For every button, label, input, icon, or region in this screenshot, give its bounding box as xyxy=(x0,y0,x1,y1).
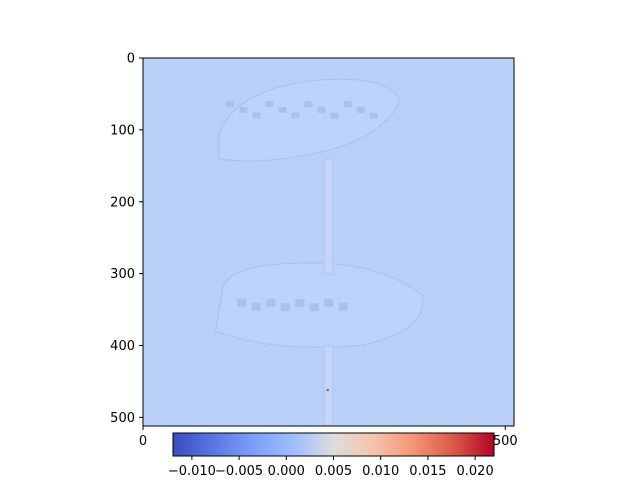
colorbar-tick-label: −0.005 xyxy=(215,464,263,479)
colorbar-ticks: −0.010 −0.005 0.000 0.005 0.010 0.015 0.020 xyxy=(168,456,494,479)
colorbar-tick-label: 0.000 xyxy=(268,464,305,479)
colorbar: −0.010 −0.005 0.000 0.005 0.010 0.015 0.020 xyxy=(168,432,495,479)
y-tick-label: 500 xyxy=(110,411,135,426)
heatmap-texture xyxy=(214,78,424,427)
y-tick-label: 200 xyxy=(110,195,135,210)
texture-mark xyxy=(251,303,261,312)
texture-mark xyxy=(330,112,339,119)
texture-mark xyxy=(239,106,248,113)
texture-mark xyxy=(237,298,247,307)
texture-mark xyxy=(324,298,334,307)
texture-mark xyxy=(369,112,378,119)
colorbar-gradient xyxy=(173,433,494,456)
x-tick-label: 0 xyxy=(139,434,147,449)
hot-pixel xyxy=(326,388,329,392)
image-frame xyxy=(142,57,515,427)
colorbar-tick-label: 0.020 xyxy=(457,464,494,479)
texture-mark xyxy=(295,298,305,307)
texture-mark xyxy=(252,112,261,119)
texture-mark xyxy=(266,298,276,307)
y-tick-label: 400 xyxy=(110,339,135,354)
pole-shape xyxy=(323,345,334,427)
colorbar-tick-label: −0.010 xyxy=(168,464,216,479)
texture-mark xyxy=(265,101,274,108)
y-tick-label: 300 xyxy=(110,267,135,282)
pole-shape xyxy=(323,158,334,275)
x-tick-label: 500 xyxy=(493,434,518,449)
y-tick-label: 100 xyxy=(110,123,135,138)
x-axis: 0 500 xyxy=(139,426,518,449)
texture-mark xyxy=(309,303,319,312)
sign-shape xyxy=(214,262,424,348)
sign-shape xyxy=(218,78,401,162)
texture-mark xyxy=(317,106,326,113)
texture-mark xyxy=(226,101,235,108)
texture-mark xyxy=(356,106,365,113)
colorbar-tick-label: 0.015 xyxy=(409,464,446,479)
texture-mark xyxy=(278,106,287,113)
colorbar-tick-label: 0.010 xyxy=(362,464,399,479)
colorbar-tick-label: 0.005 xyxy=(315,464,352,479)
texture-mark xyxy=(343,101,352,108)
texture-mark xyxy=(280,303,290,312)
texture-mark xyxy=(291,112,300,119)
texture-mark xyxy=(304,101,313,108)
y-tick-label: 0 xyxy=(127,52,135,67)
heatmap-image xyxy=(142,57,515,427)
y-axis: 0 100 200 300 400 500 xyxy=(110,52,143,426)
texture-mark xyxy=(338,303,348,312)
